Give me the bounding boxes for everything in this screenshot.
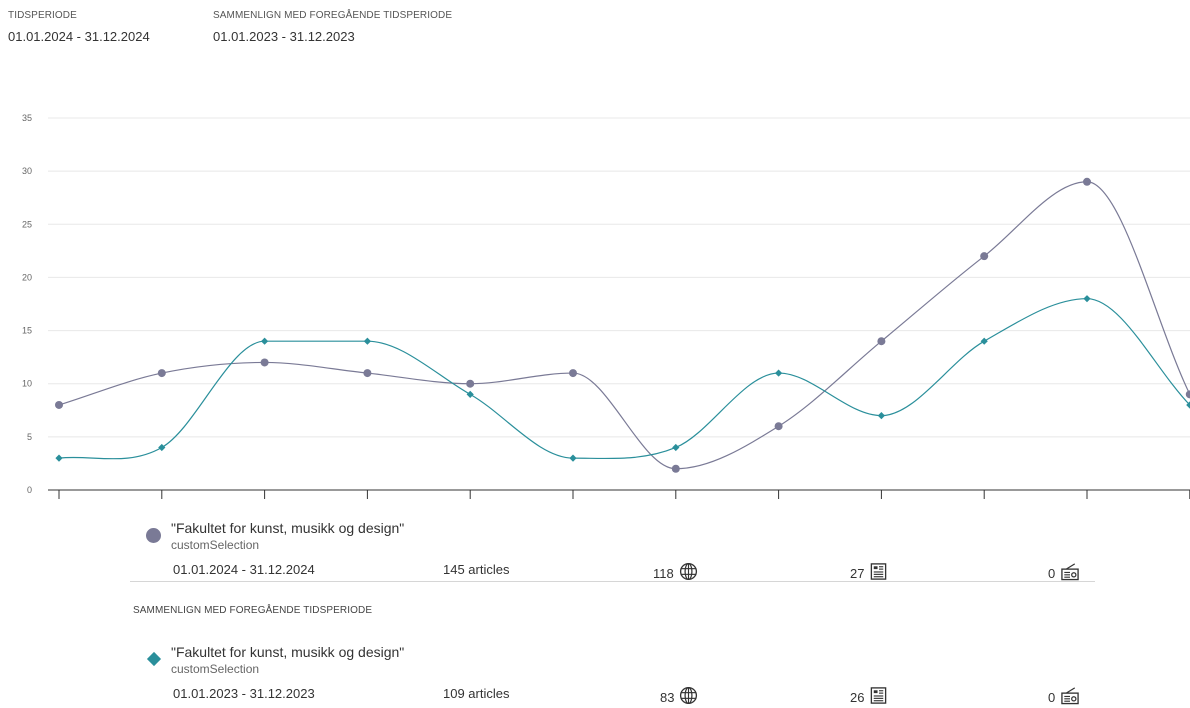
data-point	[261, 337, 269, 345]
legend-web-stat: 83	[660, 686, 698, 708]
data-point	[158, 443, 166, 452]
globe-icon	[679, 686, 698, 708]
data-point	[569, 454, 577, 462]
data-point	[1185, 390, 1190, 399]
data-point	[980, 252, 989, 261]
data-point	[1083, 177, 1091, 186]
data-point	[1186, 401, 1190, 409]
radio-icon	[1060, 562, 1080, 584]
y-tick-label: 30	[22, 166, 32, 176]
data-point	[260, 358, 269, 367]
legend-print-stat: 26	[850, 686, 888, 708]
data-point	[55, 454, 63, 462]
legend-broadcast-stat: 0	[1048, 686, 1080, 708]
period-filter[interactable]: TIDSPERIODE 01.01.2024 - 31.12.2024	[8, 10, 150, 44]
legend-broadcast-stat: 0	[1048, 562, 1080, 584]
compare-period-filter[interactable]: SAMMENLIGN MED FOREGÅENDE TIDSPERIODE 01…	[213, 10, 452, 44]
legend-marker-diamond-icon	[146, 651, 162, 667]
legend-title: "Fakultet for kunst, musikk og design"	[171, 520, 405, 536]
data-point	[157, 369, 166, 378]
data-point	[55, 400, 63, 409]
data-point	[569, 369, 577, 378]
compare-section-label: SAMMENLIGN MED FOREGÅENDE TIDSPERIODE	[133, 605, 373, 616]
data-point	[877, 337, 886, 346]
period-label: TIDSPERIODE	[8, 10, 77, 21]
web-count: 118	[653, 565, 674, 581]
line-chart: 0 5 10 15 20 25 30 35	[22, 113, 1190, 499]
legend-title: "Fakultet for kunst, musikk og design"	[171, 644, 405, 660]
legend-marker-circle-icon	[146, 528, 161, 543]
legend-entry-compare[interactable]: "Fakultet for kunst, musikk og design" c…	[130, 644, 1095, 706]
legend-date-range: 01.01.2023 - 31.12.2023	[173, 686, 315, 701]
y-tick-label: 20	[22, 272, 32, 282]
y-tick-label: 25	[22, 219, 32, 229]
legend-stats-row: 01.01.2024 - 31.12.2024 145 articles 118…	[130, 560, 1095, 582]
compare-period-value: 01.01.2023 - 31.12.2023	[213, 29, 355, 44]
data-point	[363, 337, 371, 345]
series-line	[58, 298, 1190, 460]
broadcast-count: 0	[1048, 689, 1056, 705]
legend-web-stat: 118	[653, 562, 698, 584]
data-point	[363, 369, 372, 378]
legend-article-count: 109 articles	[443, 686, 510, 701]
data-point	[1083, 295, 1091, 303]
y-tick-label: 15	[22, 326, 32, 336]
y-tick-label: 35	[22, 113, 32, 123]
y-tick-label: 5	[27, 432, 32, 442]
legend-separator	[130, 581, 1095, 582]
legend-article-count: 145 articles	[443, 562, 510, 577]
radio-icon	[1060, 686, 1080, 708]
legend-entry-current[interactable]: "Fakultet for kunst, musikk og design" c…	[130, 520, 1095, 582]
series-line	[58, 181, 1190, 470]
print-count: 26	[850, 689, 865, 705]
data-point	[775, 369, 783, 377]
newspaper-icon	[869, 686, 888, 708]
data-point	[774, 422, 783, 431]
newspaper-icon	[869, 562, 888, 584]
compare-period-label: SAMMENLIGN MED FOREGÅENDE TIDSPERIODE	[213, 10, 453, 21]
legend-stats-row: 01.01.2023 - 31.12.2023 109 articles 83 …	[130, 684, 1095, 706]
broadcast-count: 0	[1048, 565, 1056, 581]
data-point	[877, 412, 885, 420]
legend-date-range: 01.01.2024 - 31.12.2024	[173, 562, 315, 577]
legend-subtitle: customSelection	[171, 662, 260, 676]
web-count: 83	[660, 689, 675, 705]
globe-icon	[679, 562, 698, 584]
data-point	[980, 337, 988, 345]
data-point	[466, 379, 475, 388]
y-tick-label: 0	[27, 485, 32, 495]
y-tick-label: 10	[22, 379, 32, 389]
data-point	[672, 443, 680, 452]
legend-print-stat: 27	[850, 562, 888, 584]
data-point	[466, 390, 474, 398]
legend-subtitle: customSelection	[171, 538, 260, 552]
period-value: 01.01.2024 - 31.12.2024	[8, 29, 150, 44]
print-count: 27	[850, 565, 865, 581]
data-point	[671, 464, 680, 473]
